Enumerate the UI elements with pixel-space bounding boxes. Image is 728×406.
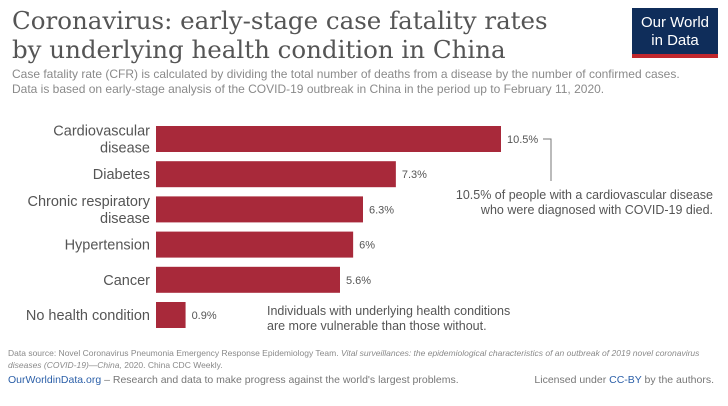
bar bbox=[156, 161, 396, 188]
value-label: 5.6% bbox=[346, 275, 371, 287]
license-suffix: by the authors. bbox=[641, 374, 714, 386]
chart-title: Coronavirus: early-stage case fatality r… bbox=[12, 6, 612, 64]
subtitle-line-2: Data is based on early-stage analysis of… bbox=[12, 81, 605, 96]
category-label: Chronic respiratory bbox=[28, 194, 151, 210]
bar bbox=[156, 266, 340, 293]
bar bbox=[156, 302, 186, 328]
bar bbox=[156, 231, 354, 258]
owid-logo[interactable]: Our World in Data bbox=[632, 8, 718, 58]
value-label: 10.5% bbox=[507, 134, 538, 146]
category-label: Hypertension bbox=[65, 238, 150, 254]
site-link[interactable]: OurWorldinData.org bbox=[8, 374, 102, 386]
annotation-text: 10.5% of people with a cardiovascular di… bbox=[456, 188, 713, 202]
value-label: 0.9% bbox=[192, 310, 217, 322]
footer-tagline: – Research and data to make progress aga… bbox=[101, 374, 459, 386]
annotation-text: Individuals with underlying health condi… bbox=[267, 304, 510, 318]
bar bbox=[156, 126, 501, 152]
value-label: 7.3% bbox=[402, 169, 427, 181]
category-label: disease bbox=[100, 141, 150, 157]
annotation-text: are more vulnerable than those without. bbox=[267, 319, 487, 333]
annotation-text: who were diagnosed with COVID-19 died. bbox=[480, 203, 713, 217]
source-suffix: 2020. China CDC Weekly. bbox=[121, 359, 223, 370]
license-note: Licensed under CC-BY by the authors. bbox=[534, 374, 714, 386]
logo-line-1: Our World bbox=[640, 14, 710, 31]
category-label: Diabetes bbox=[93, 167, 150, 183]
chart-subtitle: Case fatality rate (CFR) is calculated b… bbox=[12, 67, 712, 96]
source-prefix: Data source: Novel Coronavirus Pneumonia… bbox=[8, 348, 341, 358]
title-line-1: Coronavirus: early-stage case fatality r… bbox=[12, 6, 548, 35]
category-label: No health condition bbox=[26, 308, 150, 324]
license-prefix: Licensed under bbox=[534, 374, 610, 386]
subtitle-line-1: Case fatality rate (CFR) is calculated b… bbox=[12, 67, 680, 81]
footer-bar: OurWorldinData.org – Research and data t… bbox=[8, 374, 720, 386]
category-label: Cardiovascular bbox=[53, 124, 150, 140]
category-label: Cancer bbox=[103, 273, 150, 289]
bar bbox=[156, 196, 363, 223]
license-link[interactable]: CC-BY bbox=[609, 374, 642, 386]
logo-line-2: in Data bbox=[651, 32, 699, 49]
value-label: 6.3% bbox=[369, 204, 394, 216]
title-line-2: by underlying health condition in China bbox=[12, 35, 506, 64]
category-label: disease bbox=[100, 211, 150, 227]
source-italic: Vital surveillances: the epidemiological… bbox=[8, 348, 700, 370]
data-source-note: Data source: Novel Coronavirus Pneumonia… bbox=[8, 348, 720, 371]
value-label: 6% bbox=[359, 240, 375, 252]
annotation-leader-line bbox=[543, 138, 552, 181]
